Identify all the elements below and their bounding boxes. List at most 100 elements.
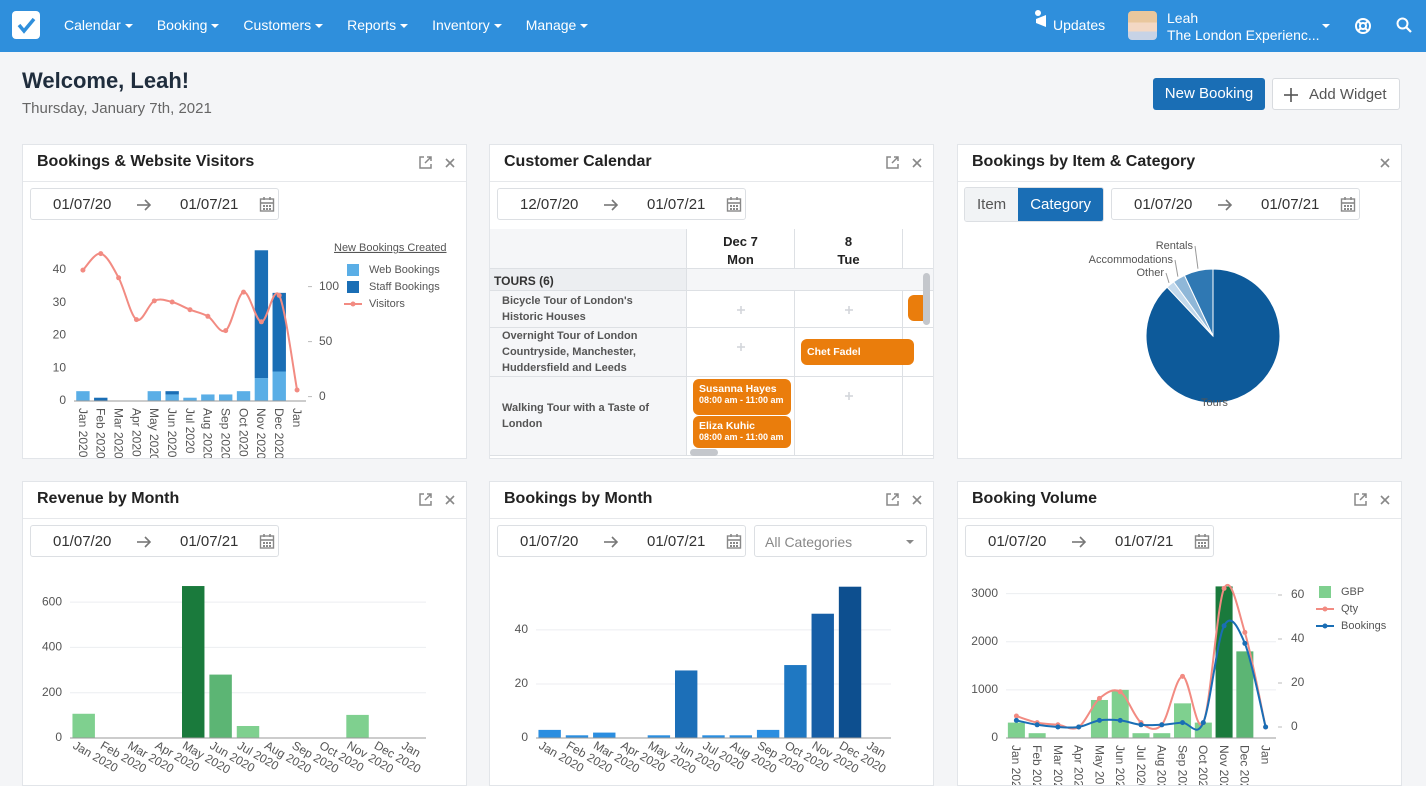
- y2-tick-label: 0: [1291, 719, 1298, 733]
- line-point: [1013, 713, 1019, 719]
- bar: [1153, 733, 1171, 738]
- start-date: 01/07/20: [520, 533, 579, 550]
- icon-stroke: [419, 493, 432, 506]
- user-name[interactable]: Leah: [1167, 10, 1199, 26]
- search-icon[interactable]: [1396, 17, 1412, 33]
- add-slot[interactable]: [736, 342, 746, 352]
- bar: [674, 670, 698, 738]
- add-slot[interactable]: [844, 305, 854, 315]
- widget-title: Revenue by Month: [37, 490, 180, 507]
- add-slot[interactable]: [844, 391, 854, 401]
- close-button[interactable]: [911, 157, 923, 169]
- open-button[interactable]: [1353, 492, 1368, 507]
- icon-stroke: [144, 199, 152, 211]
- x-tick-label: Dec 2020: [1238, 745, 1252, 786]
- x-tick-label: Sep 2020: [219, 408, 233, 459]
- menu-item[interactable]: Manage: [526, 17, 589, 33]
- bar: [756, 729, 780, 738]
- calendar-icon: [726, 534, 742, 549]
- close-button[interactable]: [1379, 157, 1391, 169]
- event[interactable]: Eliza Kuhic 08:00 am - 11:00 am: [693, 416, 791, 448]
- y-tick-label: 20: [53, 328, 67, 342]
- bar: [647, 735, 671, 738]
- event[interactable]: Chet Fadel: [801, 339, 914, 365]
- user-caret[interactable]: [1321, 23, 1331, 29]
- open-button[interactable]: [885, 492, 900, 507]
- icon-dot: [736, 205, 738, 207]
- x-tick-label: Jan 2020: [1009, 745, 1023, 786]
- date-range[interactable]: 01/07/20 01/07/21: [497, 525, 746, 557]
- line-point: [1200, 720, 1206, 726]
- menu-item[interactable]: Booking: [157, 17, 220, 33]
- x-tick-label: Mar 2020: [111, 408, 125, 459]
- start-date: 01/07/20: [988, 533, 1047, 550]
- logo[interactable]: [12, 11, 40, 39]
- pie-leader: [1165, 272, 1170, 283]
- day-date: 8: [844, 234, 853, 249]
- close-button[interactable]: [911, 494, 923, 506]
- line-point: [1096, 695, 1102, 701]
- help-icon[interactable]: [1354, 17, 1372, 35]
- icon-stroke: [144, 536, 152, 548]
- widget-title: Bookings by Month: [504, 490, 653, 507]
- open-button[interactable]: [418, 155, 433, 170]
- y-tick-label: 0: [991, 730, 998, 744]
- date-range[interactable]: 01/07/20 01/07/21: [1111, 188, 1360, 220]
- category-filter[interactable]: All Categories: [754, 525, 927, 557]
- date-range[interactable]: 01/07/20 01/07/21: [965, 525, 1214, 557]
- widget-title: Bookings & Website Visitors: [37, 153, 255, 170]
- x-tick-label: Jan: [1258, 745, 1272, 764]
- icon-dot: [733, 208, 735, 210]
- pie-label: Other: [1136, 267, 1164, 279]
- date-range[interactable]: 01/07/20 01/07/21: [30, 188, 279, 220]
- bar: [76, 391, 90, 401]
- icon-dot: [269, 545, 271, 547]
- arrow-icon: [137, 199, 152, 211]
- day-weekday: Mon: [727, 252, 754, 267]
- close-button[interactable]: [444, 494, 456, 506]
- close-button[interactable]: [1379, 494, 1391, 506]
- open-button[interactable]: [885, 155, 900, 170]
- x-tick-label: Nov 2020: [254, 408, 268, 459]
- x-tick-label: Mar 2020: [1051, 745, 1065, 786]
- legend-label: Qty: [1341, 603, 1359, 615]
- widget-header: Bookings & Website Visitors: [23, 145, 466, 182]
- avatar[interactable]: [1128, 11, 1157, 40]
- add-widget-label: Add Widget: [1309, 86, 1387, 103]
- view-tab[interactable]: Category: [1018, 188, 1104, 221]
- line-point: [223, 328, 229, 334]
- date-range[interactable]: 12/07/20 01/07/21: [497, 188, 746, 220]
- x-tick-label: Dec 2020: [272, 408, 286, 459]
- y-tick-label: 30: [53, 295, 67, 309]
- date-range[interactable]: 01/07/20 01/07/21: [30, 525, 279, 557]
- menu-item[interactable]: Reports: [347, 17, 409, 33]
- close-button[interactable]: [444, 157, 456, 169]
- group-header: TOURS (6): [490, 269, 687, 291]
- menu-item[interactable]: Customers: [243, 17, 323, 33]
- menu-item[interactable]: Inventory: [432, 17, 502, 33]
- icon-stroke: [419, 156, 432, 169]
- logo-check: [17, 17, 36, 34]
- x-tick-label: Jan: [290, 408, 304, 427]
- updates-link[interactable]: Updates: [1053, 17, 1106, 33]
- event[interactable]: Susanna Hayes 08:00 am - 11:00 am: [693, 379, 791, 415]
- bar: [201, 394, 215, 401]
- open-button[interactable]: [418, 492, 433, 507]
- arrow-icon: [604, 536, 619, 548]
- y-tick-label: 200: [42, 685, 62, 699]
- bar: [165, 391, 179, 395]
- view-tab[interactable]: Item: [965, 188, 1019, 221]
- add-widget-button[interactable]: Add Widget: [1272, 78, 1400, 110]
- y-tick-label: 0: [55, 730, 62, 744]
- line-point: [258, 319, 264, 325]
- y-tick-label: 20: [515, 676, 529, 690]
- user-org[interactable]: The London Experienc...: [1167, 27, 1320, 43]
- pie-slice: [1183, 268, 1214, 337]
- add-slot[interactable]: [736, 305, 746, 315]
- end-date: 01/07/21: [1115, 533, 1174, 550]
- line-point: [1180, 720, 1186, 726]
- icon-dot: [1198, 545, 1200, 547]
- legend-swatch: [350, 301, 356, 307]
- new-booking-button[interactable]: New Booking: [1153, 78, 1265, 110]
- menu-item[interactable]: Calendar: [64, 17, 133, 33]
